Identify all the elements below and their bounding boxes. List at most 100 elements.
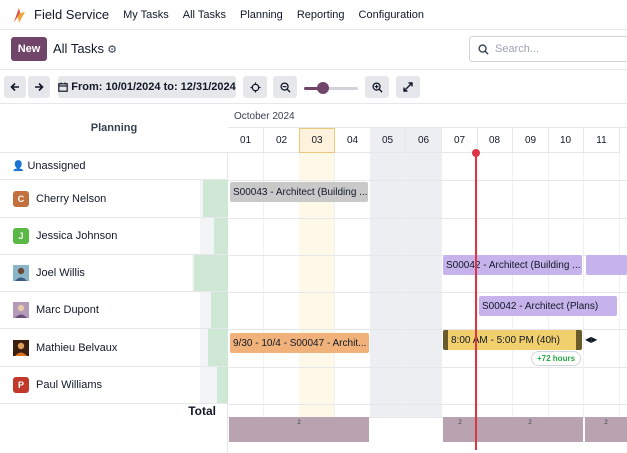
- row-label: Jessica Johnson: [36, 230, 118, 242]
- breadcrumb: All Tasks ⚙: [53, 41, 117, 56]
- person-photo-icon: [13, 302, 29, 318]
- nav-planning[interactable]: Planning: [239, 8, 283, 21]
- row-label: Cherry Nelson: [36, 192, 107, 205]
- arrow-left-icon: [10, 82, 19, 92]
- gear-icon[interactable]: ⚙: [107, 44, 117, 56]
- progress-bar: [194, 255, 228, 291]
- day-column[interactable]: [548, 153, 584, 417]
- app-logo-icon[interactable]: [10, 6, 28, 24]
- total-label-text: Total: [188, 403, 216, 418]
- total-cell: 2: [477, 417, 583, 442]
- day-header: 10: [548, 128, 584, 153]
- row-unassigned[interactable]: 👤 Unassigned: [0, 153, 228, 180]
- resize-handle-icon[interactable]: ◀▶: [585, 335, 598, 344]
- progress-bar: [203, 180, 228, 217]
- zoom-in-button[interactable]: [365, 76, 389, 98]
- row-label: Joel Willis: [36, 267, 85, 279]
- row-mathieu-belvaux[interactable]: Mathieu Belvaux: [0, 329, 228, 367]
- total-cell: 2: [585, 417, 627, 442]
- new-button[interactable]: New: [11, 37, 47, 61]
- day-column[interactable]: [370, 153, 406, 417]
- task-pill[interactable]: S00042 - Architect (Plans): [479, 296, 617, 316]
- day-header: 09: [513, 128, 549, 153]
- day-column[interactable]: [228, 153, 264, 417]
- today-line: [475, 152, 477, 450]
- day-header: 01: [228, 128, 264, 153]
- avatar: C: [13, 190, 29, 207]
- zoom-out-icon: [279, 81, 291, 93]
- zoom-out-button[interactable]: [273, 76, 297, 98]
- day-column[interactable]: [584, 153, 620, 417]
- row-marc-dupont[interactable]: Marc Dupont: [0, 292, 228, 329]
- avatar: J: [13, 228, 29, 244]
- row-label: Paul Williams: [36, 379, 103, 391]
- day-header: 11: [584, 128, 620, 153]
- nav-all-tasks[interactable]: All Tasks: [182, 8, 226, 21]
- row-cherry-nelson[interactable]: C Cherry Nelson: [0, 180, 228, 218]
- search-input[interactable]: [495, 43, 615, 55]
- row-divider: [228, 292, 627, 293]
- total-label: Total: [0, 403, 228, 418]
- row-paul-williams[interactable]: P Paul Williams: [0, 367, 228, 404]
- user-icon: 👤: [12, 160, 25, 172]
- day-column[interactable]: [406, 153, 442, 417]
- day-column[interactable]: [442, 153, 478, 417]
- avatar: [13, 302, 29, 318]
- avatar: [13, 265, 29, 281]
- next-button[interactable]: [28, 76, 50, 98]
- app-name[interactable]: Field Service: [34, 7, 110, 22]
- calendar-icon: [58, 82, 69, 92]
- breadcrumb-title: All Tasks: [53, 41, 105, 56]
- row-divider: [228, 329, 627, 330]
- day-column[interactable]: [513, 153, 549, 417]
- row-divider: [228, 367, 627, 368]
- zoom-in-icon: [371, 81, 383, 93]
- row-label: Mathieu Belvaux: [36, 341, 118, 354]
- zoom-slider-fill: [304, 87, 323, 90]
- task-pill-selected[interactable]: 8:00 AM - 5:00 PM (40h): [443, 330, 582, 350]
- progress-bar: [214, 218, 228, 254]
- row-divider: [228, 417, 627, 418]
- row-joel-willis[interactable]: Joel Willis: [0, 255, 228, 292]
- avatar: [13, 339, 29, 356]
- row-jessica-johnson[interactable]: J Jessica Johnson: [0, 218, 228, 255]
- row-label: Marc Dupont: [36, 304, 99, 316]
- day-header: 08: [477, 128, 513, 153]
- date-range-label: From: 10/01/2024 to: 12/31/2024: [71, 81, 236, 93]
- crosshair-icon: [249, 81, 261, 93]
- date-range-button[interactable]: From: 10/01/2024 to: 12/31/2024: [58, 76, 236, 98]
- day-header: 04: [335, 128, 371, 153]
- control-panel: New All Tasks ⚙: [0, 30, 627, 70]
- task-pill[interactable]: S00042 - Architect (Building ...: [443, 255, 582, 275]
- day-column[interactable]: [477, 153, 513, 417]
- row-divider: [228, 404, 627, 405]
- nav-reporting[interactable]: Reporting: [296, 8, 345, 21]
- day-header: 06: [406, 128, 442, 153]
- zoom-slider-track[interactable]: [304, 87, 358, 90]
- task-pill-continuation[interactable]: [586, 255, 627, 275]
- focus-today-button[interactable]: [243, 76, 267, 98]
- expand-button[interactable]: [396, 76, 420, 98]
- arrow-right-icon: [35, 82, 44, 92]
- nav-my-tasks[interactable]: My Tasks: [123, 8, 169, 21]
- row-header-column: Planning 👤 Unassigned C Cherry Nelson J …: [0, 104, 228, 453]
- total-cell: 2: [443, 417, 477, 442]
- today-marker: [472, 149, 480, 157]
- expand-icon: [403, 82, 413, 92]
- search-icon: [478, 43, 489, 55]
- gantt-toolbar: From: 10/01/2024 to: 12/31/2024: [0, 70, 627, 104]
- progress-bar: [217, 367, 228, 403]
- nav-configuration[interactable]: Configuration: [358, 8, 424, 21]
- row-divider: [228, 180, 627, 181]
- task-pill[interactable]: 9/30 - 10/4 - S00047 - Archit...: [230, 333, 369, 353]
- day-header: 03: [299, 128, 335, 153]
- row-divider: [228, 255, 627, 256]
- zoom-slider-handle[interactable]: [317, 82, 329, 94]
- previous-button[interactable]: [4, 76, 26, 98]
- row-label: Unassigned: [27, 160, 86, 172]
- search-box[interactable]: [469, 36, 627, 62]
- progress-bar: [211, 292, 228, 328]
- overtime-badge: +72 hours: [531, 351, 582, 366]
- task-pill[interactable]: S00043 - Architect (Building ...: [230, 182, 368, 202]
- person-photo-icon: [13, 339, 29, 356]
